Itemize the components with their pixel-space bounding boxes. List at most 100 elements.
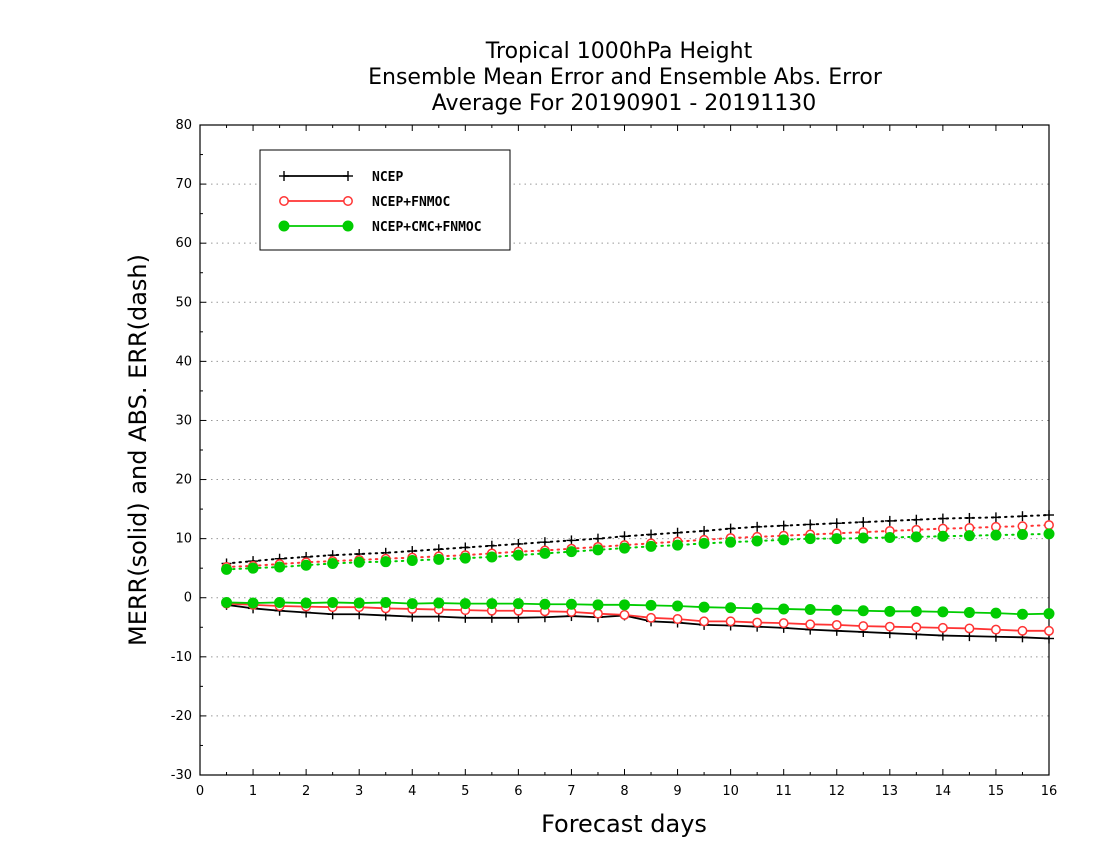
- legend-label: NCEP+CMC+FNMOC: [372, 220, 482, 235]
- abs-err-point: [1044, 520, 1054, 530]
- x-tick-label: 8: [620, 784, 628, 799]
- y-tick-label: -10: [171, 650, 192, 665]
- abs-err-line-ncep-fnmoc: [225, 524, 1050, 568]
- x-tick-label: 10: [722, 784, 739, 799]
- abs-err-point: [990, 512, 1001, 523]
- merr-point: [539, 598, 551, 610]
- merr-point: [1016, 608, 1028, 620]
- abs-err-point: [327, 557, 339, 569]
- abs-err-point: [433, 553, 445, 565]
- merr-point: [221, 596, 233, 608]
- merr-point: [911, 622, 922, 633]
- legend-item-ncep-cmc-fnmoc: NCEP+CMC+FNMOC: [278, 220, 482, 235]
- legend-marker: [342, 220, 354, 232]
- x-tick-label: 16: [1041, 784, 1058, 799]
- merr-point: [990, 624, 1001, 635]
- x-tick-label: 4: [408, 784, 416, 799]
- abs-err-point: [486, 551, 498, 563]
- abs-err-point: [380, 556, 392, 568]
- abs-err-point: [274, 561, 286, 573]
- abs-err-point: [963, 530, 975, 542]
- abs-err-point: [751, 535, 763, 547]
- abs-err-point: [645, 540, 657, 552]
- abs-err-point: [565, 546, 577, 558]
- chart-title-line-3: Average For 20190901 - 20191130: [432, 91, 817, 116]
- merr-point: [646, 612, 656, 623]
- y-tick-label: 30: [175, 413, 192, 428]
- merr-point: [1044, 625, 1054, 636]
- merr-point: [699, 616, 710, 627]
- x-tick-label: 5: [461, 784, 469, 799]
- y-tick-label: 80: [175, 118, 192, 133]
- abs-err-point: [858, 517, 869, 528]
- abs-err-point: [646, 529, 657, 540]
- merr-point: [459, 598, 471, 610]
- merr-point: [804, 604, 816, 616]
- merr-point: [990, 607, 1002, 619]
- merr-point: [725, 602, 737, 614]
- x-tick-label: 7: [567, 784, 575, 799]
- legend: NCEP NCEP+FNMOC NCEP+CMC+FNMOC: [259, 149, 511, 251]
- x-tick-label: 0: [196, 784, 204, 799]
- x-tick-label: 2: [302, 784, 310, 799]
- merr-point: [698, 601, 710, 613]
- abs-err-point: [884, 515, 895, 526]
- abs-err-point: [592, 544, 604, 556]
- abs-err-line-ncep-cmc-fnmoc: [225, 532, 1050, 571]
- merr-point: [805, 619, 816, 630]
- y-tick-label: 50: [175, 295, 192, 310]
- merr-point: [353, 597, 365, 609]
- merr-point: [619, 599, 630, 611]
- merr-point: [592, 599, 604, 611]
- legend-item-ncep: NCEP: [279, 170, 403, 185]
- abs-err-point: [910, 531, 922, 543]
- abs-err-point: [699, 525, 710, 536]
- abs-err-point: [1017, 511, 1028, 522]
- abs-err-point: [619, 542, 630, 554]
- y-tick-label: -30: [171, 768, 192, 783]
- merr-point: [937, 622, 948, 633]
- merr-point: [752, 617, 763, 628]
- merr-point: [937, 606, 949, 618]
- abs-err-point: [778, 534, 790, 546]
- x-tick-label: 15: [988, 784, 1005, 799]
- legend-marker: [343, 171, 353, 181]
- legend-label: NCEP: [372, 170, 403, 185]
- abs-err-point: [725, 536, 737, 548]
- x-tick-label: 11: [775, 784, 792, 799]
- abs-err-point: [406, 555, 418, 566]
- abs-err-point: [990, 529, 1002, 541]
- x-tick-label: 1: [249, 784, 257, 799]
- series-group: [221, 510, 1055, 644]
- abs-err-point: [725, 523, 736, 534]
- y-tick-label: 10: [175, 532, 192, 547]
- series-ncep-cmc-fnmoc: [221, 528, 1055, 620]
- abs-err-point: [937, 513, 948, 524]
- abs-err-point: [1016, 529, 1028, 540]
- abs-err-point: [752, 521, 763, 532]
- merr-point: [910, 605, 922, 617]
- abs-err-point: [672, 527, 683, 538]
- abs-err-point: [247, 562, 259, 574]
- merr-point: [486, 598, 498, 610]
- abs-err-point: [964, 512, 975, 523]
- abs-err-line-ncep: [225, 514, 1050, 565]
- merr-point: [433, 597, 445, 609]
- legend-marker: [343, 196, 353, 206]
- legend-item-ncep-fnmoc: NCEP+FNMOC: [279, 195, 450, 210]
- abs-err-point: [778, 520, 789, 531]
- chart-title-line-1: Tropical 1000hPa Height: [485, 39, 753, 64]
- abs-err-point: [672, 539, 684, 551]
- merr-point: [247, 597, 259, 609]
- y-tick-label: 70: [175, 177, 192, 192]
- y-tick-label: 0: [184, 591, 192, 606]
- abs-err-point: [300, 559, 312, 571]
- y-tick-label: 60: [175, 236, 192, 251]
- x-tick-label: 12: [828, 784, 845, 799]
- y-tick-label: 20: [175, 473, 192, 488]
- abs-err-point: [831, 533, 843, 545]
- y-axis-title: MERR(solid) and ABS. ERR(dash): [124, 254, 152, 646]
- abs-err-point: [539, 547, 551, 559]
- y-tick-label: -20: [171, 709, 192, 724]
